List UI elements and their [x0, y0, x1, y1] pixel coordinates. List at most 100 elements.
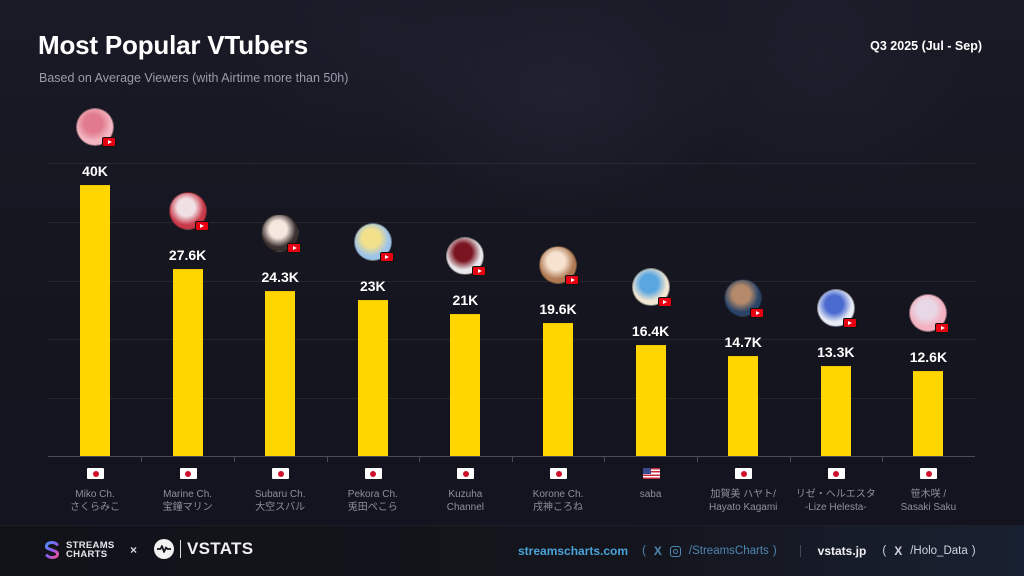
instagram-icon[interactable] — [669, 545, 681, 557]
social-links: streamscharts.com ( X /StreamsCharts ) v… — [518, 544, 980, 558]
bar — [635, 344, 666, 456]
category-label-line2: Channel — [446, 502, 485, 513]
bar-value-label: 40K — [82, 163, 108, 179]
category-label: リゼ・ヘルエスタ -Lize Helesta- — [781, 488, 891, 514]
brand1-line2: CHARTS — [66, 549, 108, 560]
axis-tick — [141, 457, 143, 462]
x-twitter-icon[interactable]: X — [653, 544, 662, 558]
category-label-line1: Subaru Ch. — [254, 489, 306, 500]
category-label-line1: saba — [639, 489, 662, 500]
bar — [265, 291, 296, 456]
axis-tick — [882, 457, 884, 462]
youtube-icon — [750, 308, 765, 319]
youtube-icon — [842, 317, 857, 328]
bar — [357, 300, 388, 456]
vstats-link[interactable]: vstats.jp — [817, 544, 867, 558]
category-label-line2: 大空スバル — [255, 502, 306, 513]
brand2-name: VSTATS — [187, 539, 254, 558]
category-label: Kuzuha Channel — [410, 488, 520, 514]
footer: STREAMS CHARTS × VSTATS streamscharts.co… — [0, 525, 1024, 576]
gridline — [48, 163, 975, 164]
bar-value-label: 27.6K — [168, 247, 207, 263]
gridline — [48, 398, 975, 399]
period-label: Q3 2025 (Jul - Sep) — [870, 39, 982, 53]
times-symbol: × — [130, 543, 138, 557]
vstats-handle[interactable]: /Holo_Data — [910, 545, 968, 557]
youtube-icon — [287, 243, 302, 254]
bar — [450, 313, 481, 456]
category-label: saba — [596, 488, 706, 501]
category-label: Miko Ch. さくらみこ — [40, 488, 150, 514]
youtube-icon — [102, 137, 116, 147]
links-divider — [799, 545, 801, 557]
pulse-icon — [154, 539, 174, 559]
bar — [80, 185, 110, 456]
axis-tick — [511, 457, 513, 462]
category-label-line1: Miko Ch. — [75, 489, 115, 500]
gridline — [48, 222, 975, 223]
axis-tick — [233, 457, 235, 462]
category-label-line1: 笹木咲 / — [910, 489, 947, 500]
category-label-line2: さくらみこ — [70, 502, 120, 513]
category-label-line1: リゼ・ヘルエスタ — [795, 489, 876, 500]
japan-flag-icon — [550, 468, 567, 479]
paren-open: ( — [642, 545, 646, 557]
bar — [913, 370, 944, 456]
japan-flag-icon — [364, 468, 382, 479]
japan-flag-icon — [179, 468, 197, 479]
axis-tick — [696, 457, 698, 462]
japan-flag-icon — [827, 468, 845, 479]
bar-value-label: 23K — [359, 278, 386, 295]
x-axis — [48, 456, 975, 457]
streamscharts-link[interactable]: streamscharts.com — [518, 544, 629, 558]
axis-tick — [789, 457, 791, 462]
brand1-line1: STREAMS — [66, 539, 115, 551]
youtube-icon — [194, 221, 209, 231]
category-label-line2: 宝鐘マリン — [162, 502, 213, 513]
category-label: Marine Ch. 宝鐘マリン — [133, 488, 243, 514]
paren-close: ) — [971, 545, 976, 557]
chart-subtitle: Based on Average Viewers (with Airtime m… — [39, 71, 349, 85]
category-label-line2: 兎田ぺこら — [347, 502, 398, 513]
streamscharts-handle[interactable]: /StreamsCharts — [688, 545, 769, 557]
bar-value-label: 24.3K — [261, 269, 299, 286]
gridline — [48, 339, 975, 340]
category-label-line1: Marine Ch. — [163, 489, 213, 500]
category-label: Pekora Ch. 兎田ぺこら — [318, 488, 428, 514]
channel-avatar[interactable] — [724, 279, 763, 318]
paren-open: ( — [882, 545, 887, 557]
japan-flag-icon — [272, 468, 290, 479]
us-flag-icon — [642, 468, 660, 479]
youtube-icon — [565, 275, 579, 286]
japan-flag-icon — [87, 468, 104, 479]
category-label-line1: Korone Ch. — [532, 489, 584, 500]
japan-flag-icon — [735, 468, 753, 479]
bar — [543, 323, 573, 456]
bar-value-label: 16.4K — [631, 322, 670, 339]
bar-value-label: 14.7K — [724, 334, 762, 351]
x-twitter-icon[interactable]: X — [894, 544, 903, 558]
axis-tick — [326, 457, 328, 462]
category-label-line1: Kuzuha — [448, 489, 483, 500]
japan-flag-icon — [920, 468, 938, 479]
bar-value-label: 21K — [452, 291, 479, 308]
japan-flag-icon — [457, 468, 475, 479]
youtube-icon — [472, 265, 487, 276]
logo-divider — [180, 540, 181, 558]
gridline — [48, 281, 975, 282]
category-label: 加賀美 ハヤト/Hayato Kagami — [688, 488, 798, 514]
background-artwork — [0, 0, 1024, 525]
bar-value-label: 19.6K — [539, 301, 577, 318]
category-label-line2: Sasaki Saku — [900, 502, 957, 513]
youtube-icon — [657, 296, 672, 307]
streamscharts-logo: STREAMS CHARTS — [42, 540, 115, 560]
category-label: Korone Ch. 戌神ころね — [503, 488, 613, 514]
bar — [172, 269, 203, 456]
youtube-icon — [935, 322, 950, 333]
bar-value-label: 12.6K — [909, 348, 948, 365]
category-label-line2: -Lize Helesta- — [804, 502, 867, 513]
paren-close: ) — [772, 545, 777, 557]
category-label: 笹木咲 / Sasaki Saku — [873, 488, 983, 514]
category-label-line2: 戌神ころね — [533, 502, 583, 513]
chart-title: Most Popular VTubers — [38, 30, 308, 60]
